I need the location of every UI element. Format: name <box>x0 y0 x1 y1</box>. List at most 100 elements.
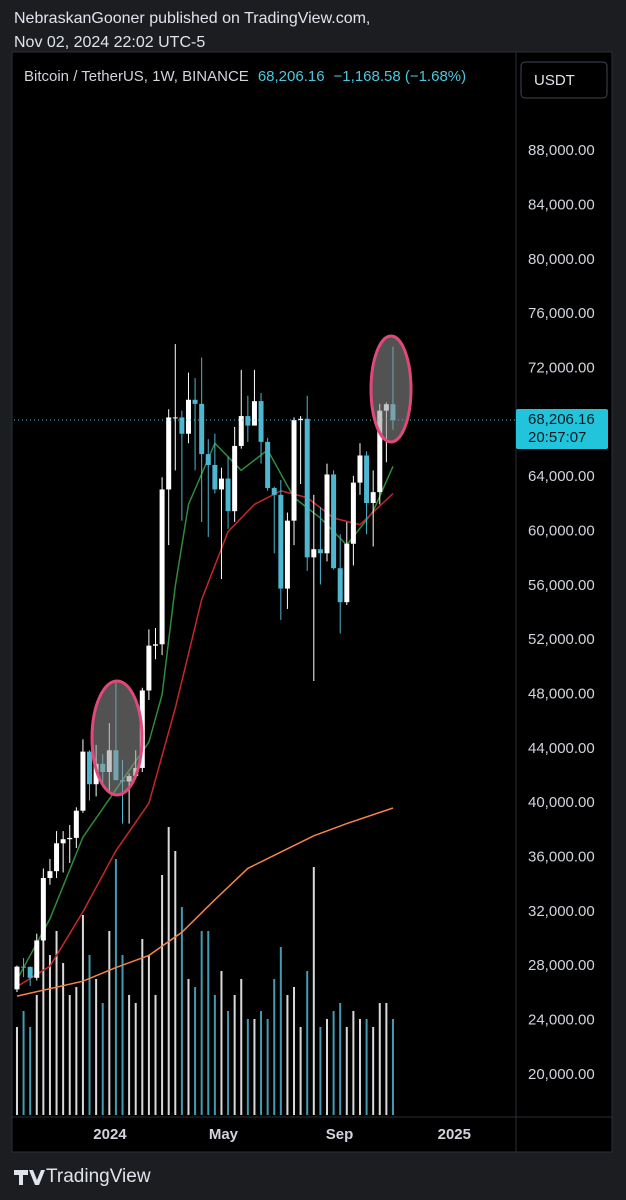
legend-last-price: 68,206.16 <box>257 68 325 85</box>
volume-bar <box>253 1019 256 1115</box>
brand-logo <box>14 1170 45 1185</box>
y-tick-label: 80,000.00 <box>528 251 595 268</box>
volume-bar <box>312 867 315 1115</box>
candle-body <box>47 871 53 878</box>
volume-bar <box>345 1027 348 1115</box>
volume-bar <box>339 1003 342 1115</box>
volume-bar <box>147 955 150 1115</box>
candle-body <box>60 839 66 844</box>
candle-body <box>192 399 198 404</box>
volume-bar <box>22 1011 25 1115</box>
candle-body <box>73 810 79 838</box>
moving-average-line <box>16 807 394 997</box>
last-price-label: 68,206.16 <box>528 411 595 428</box>
candle-body <box>225 478 231 512</box>
volume-bar <box>187 979 190 1115</box>
candle-body <box>146 645 152 691</box>
plot-area <box>14 344 516 1115</box>
countdown-label: 20:57:07 <box>528 429 586 446</box>
volume-bar <box>326 1019 329 1115</box>
volume-bar <box>365 1019 368 1115</box>
legend: Bitcoin / TetherUS, 1W, BINANCE 68,206.1… <box>24 68 466 85</box>
candle-body <box>199 403 205 455</box>
candle-body <box>212 464 218 490</box>
candle-body <box>245 416 251 426</box>
volume-bar <box>246 1019 249 1115</box>
candle-body <box>265 441 271 489</box>
volume-bar <box>319 1027 322 1115</box>
volume-bar <box>75 987 78 1115</box>
volume-bar <box>35 995 38 1115</box>
symbol-title: Bitcoin / TetherUS, 1W, BINANCE <box>24 68 249 85</box>
y-tick-label: 48,000.00 <box>528 686 595 703</box>
candle-body <box>357 455 363 483</box>
volume-bar <box>180 907 183 1115</box>
volume-bar <box>101 1003 104 1115</box>
y-tick-label: 40,000.00 <box>528 794 595 811</box>
candle-body <box>179 417 185 434</box>
candle-body <box>311 549 317 558</box>
volume-bar <box>299 1027 302 1115</box>
candle-body <box>80 751 86 811</box>
candle-body <box>337 568 343 603</box>
candle-body <box>317 549 323 554</box>
candle-body <box>271 488 277 495</box>
annotations <box>90 334 413 797</box>
volume-bar <box>207 931 210 1115</box>
volume-bar <box>88 955 91 1115</box>
volume-bar <box>372 1027 375 1115</box>
currency-box[interactable] <box>520 61 608 99</box>
date-line: Nov 02, 2024 22:02 UTC-5 <box>14 34 206 51</box>
candle-body <box>21 966 27 968</box>
candle-body <box>172 417 178 419</box>
candle-body <box>324 474 330 554</box>
candle-body <box>87 751 93 785</box>
volume-bar <box>266 1019 269 1115</box>
volume-bar <box>279 947 282 1115</box>
volume-bar <box>194 987 197 1115</box>
volume-bar <box>42 883 45 1115</box>
publisher-line: NebraskanGooner published on TradingView… <box>14 10 371 27</box>
x-tick-label: 2025 <box>438 1126 471 1143</box>
volume-bar <box>68 995 71 1115</box>
candle-body <box>298 418 304 421</box>
y-tick-label: 24,000.00 <box>528 1012 595 1029</box>
legend-change: −1,168.58 (−1.68%) <box>333 68 467 85</box>
currency: USDT <box>534 72 575 89</box>
candle-body <box>238 416 244 446</box>
candle-body <box>232 445 238 512</box>
volume-bar <box>167 827 170 1115</box>
volume-bar <box>95 979 98 1115</box>
candle-body <box>284 520 290 589</box>
volume-bar <box>200 931 203 1115</box>
volume-bar <box>273 979 276 1115</box>
candle-body <box>159 489 165 645</box>
volume-bar <box>332 1011 335 1115</box>
volume-bar <box>154 995 157 1115</box>
x-tick-label: 2024 <box>93 1126 127 1143</box>
candle-body <box>350 482 356 544</box>
highlight-ellipse <box>90 679 144 797</box>
candle-body <box>258 401 264 442</box>
volume-bar <box>29 1027 32 1115</box>
last-price-box <box>516 409 608 450</box>
volume-bar <box>352 1011 355 1115</box>
volume-bar <box>385 1003 388 1115</box>
candle-body <box>364 455 370 504</box>
volume-bar <box>81 915 84 1115</box>
candle-body <box>67 837 73 840</box>
volume-bar <box>128 995 131 1115</box>
volume-bar <box>240 979 243 1115</box>
volume-bar <box>260 1011 263 1115</box>
y-tick-label: 64,000.00 <box>528 468 595 485</box>
volume-bar <box>55 931 58 1115</box>
candle-body <box>218 478 224 490</box>
volume-bar <box>15 1027 18 1115</box>
candle-body <box>370 492 376 504</box>
y-tick-label: 56,000.00 <box>528 577 595 594</box>
axes: 20,000.00 24,000.00 28,000.00 32,000.00 36,0… <box>93 142 608 1143</box>
volume-bar <box>227 1011 230 1115</box>
y-tick-label: 28,000.00 <box>528 957 595 974</box>
